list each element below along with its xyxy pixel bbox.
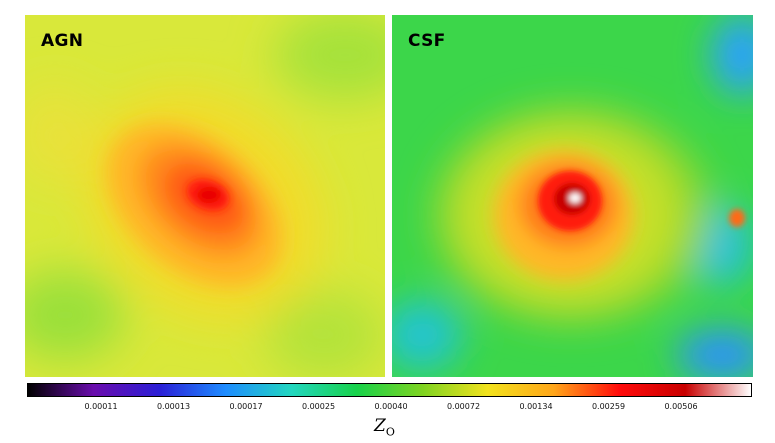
- colorbar-tick-label: 0.00134: [519, 402, 553, 411]
- colorbar-tick-label: 0.00506: [664, 402, 698, 411]
- csf-map-image: [392, 15, 753, 377]
- axis-symbol: Z: [374, 416, 386, 436]
- colorbar-tick-label: 0.00072: [446, 402, 481, 411]
- axis-subscript: O: [385, 425, 395, 439]
- csf-metallicity-map: CSF: [392, 15, 753, 377]
- panel-label-csf: CSF: [408, 31, 446, 51]
- agn-metallicity-map: AGN: [25, 15, 385, 377]
- colorbar-tick-label: 0.00011: [84, 402, 118, 411]
- panel-label-agn: AGN: [41, 31, 84, 51]
- colorbar-tick-label: 0.00013: [156, 402, 191, 411]
- colorbar-tick-label: 0.00017: [229, 402, 263, 411]
- colorbar-axis-label: ZO: [374, 416, 395, 438]
- colorbar-tick-label: 0.00025: [301, 402, 336, 411]
- colorbar-tick-label: 0.00040: [374, 402, 408, 411]
- colorbar-tick-label: 0.00259: [591, 402, 626, 411]
- agn-map-image: [25, 15, 385, 377]
- metallicity-colorbar: [27, 383, 752, 397]
